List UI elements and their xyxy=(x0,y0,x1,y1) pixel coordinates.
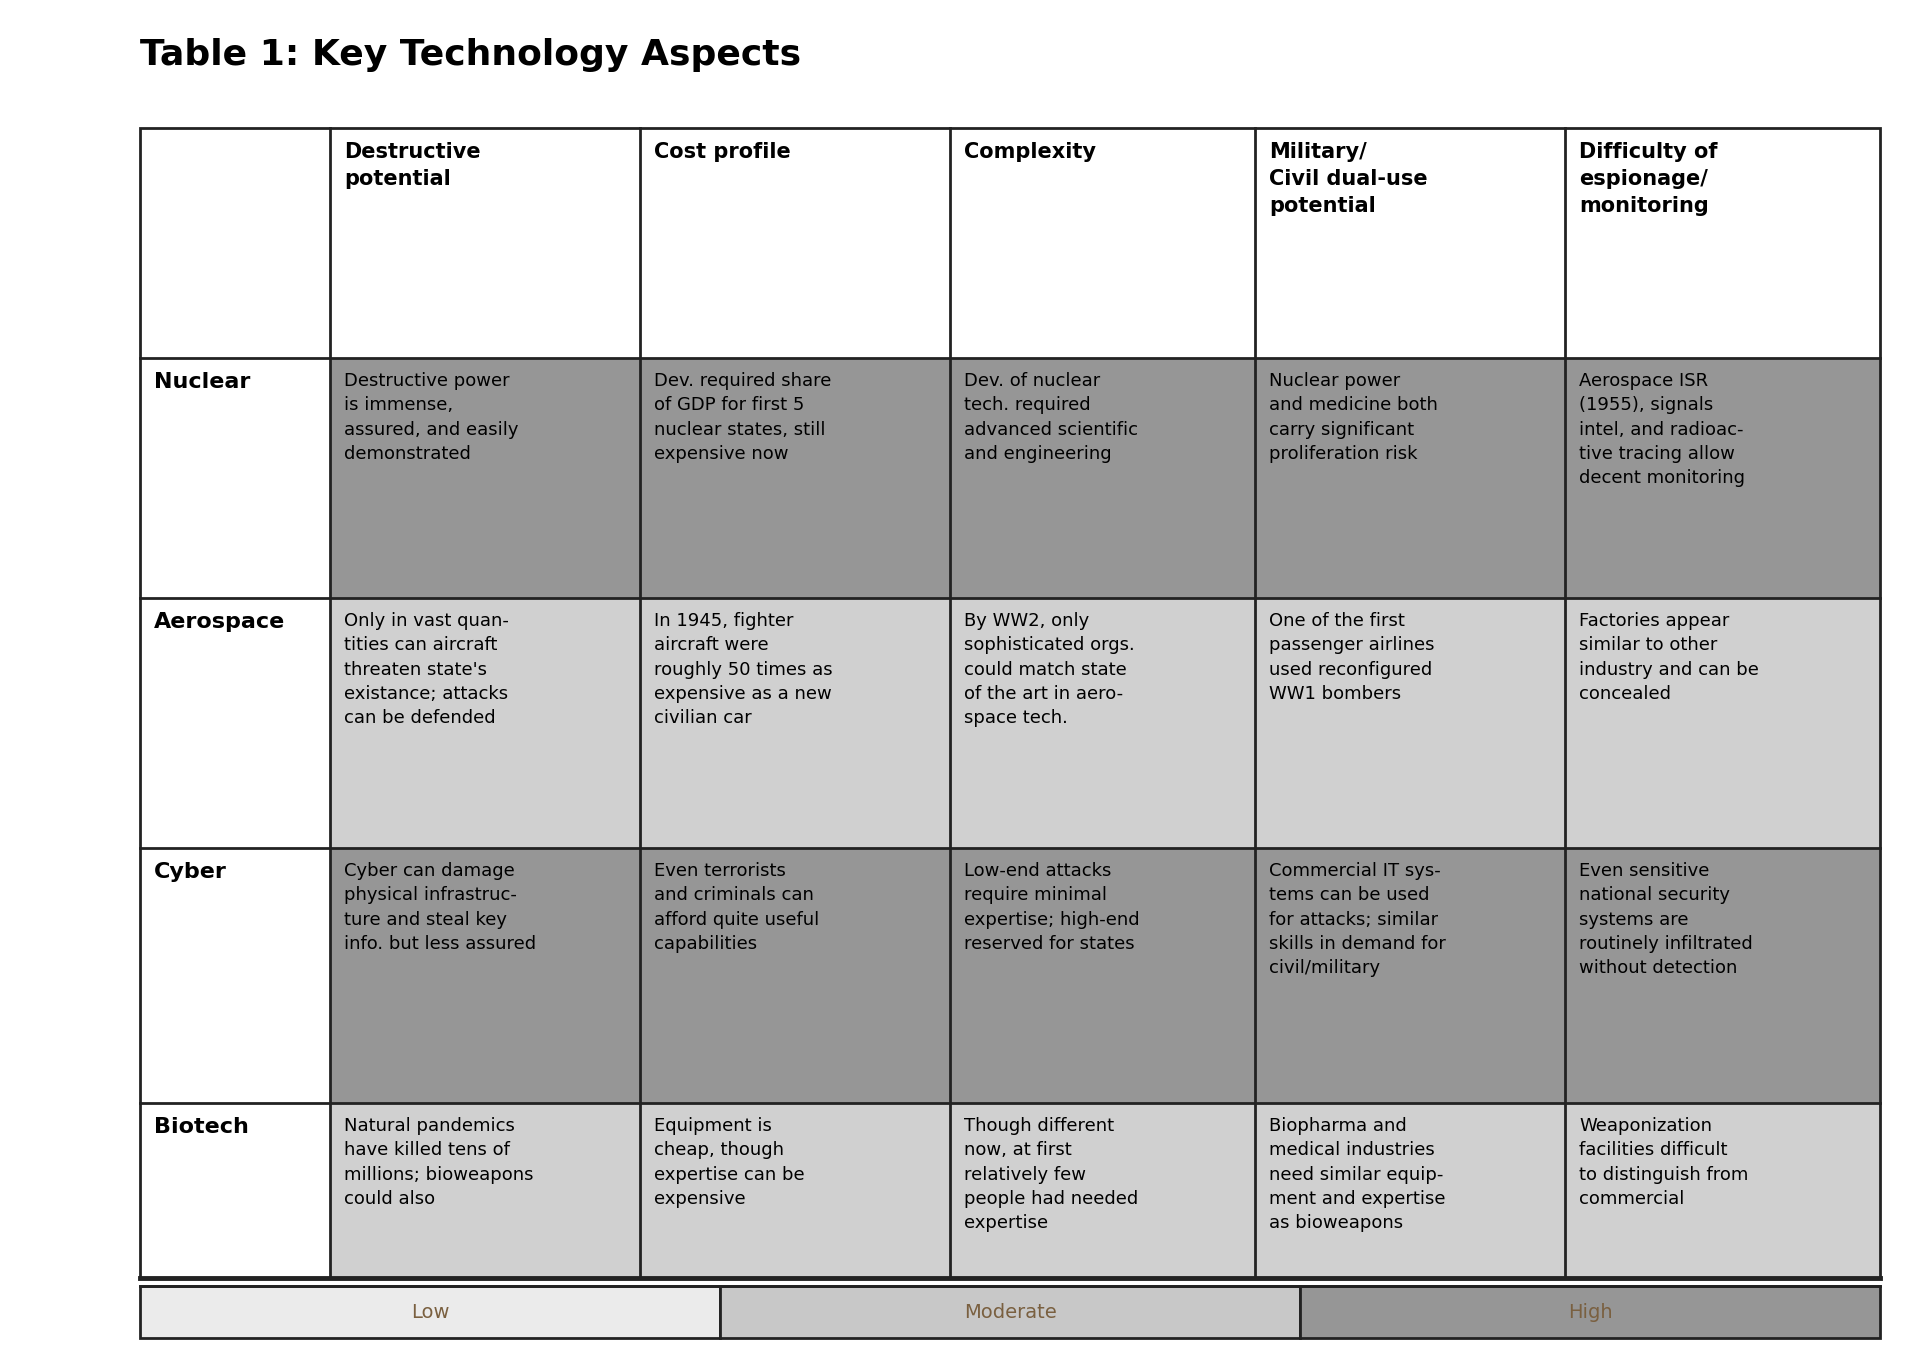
Bar xyxy=(329,598,639,847)
Bar xyxy=(329,1103,639,1278)
Text: Low-end attacks
require minimal
expertise; high-end
reserved for states: Low-end attacks require minimal expertis… xyxy=(965,862,1139,953)
Text: Though different
now, at first
relatively few
people had needed
expertise: Though different now, at first relativel… xyxy=(965,1118,1139,1232)
Text: Equipment is
cheap, though
expertise can be
expensive: Equipment is cheap, though expertise can… xyxy=(655,1118,804,1207)
Text: In 1945, fighter
aircraft were
roughly 50 times as
expensive as a new
civilian c: In 1945, fighter aircraft were roughly 5… xyxy=(655,612,833,727)
Bar xyxy=(1256,1103,1566,1278)
Text: Natural pandemics
have killed tens of
millions; bioweapons
could also: Natural pandemics have killed tens of mi… xyxy=(345,1118,534,1207)
Bar xyxy=(140,1103,329,1278)
Text: Commercial IT sys-
tems can be used
for attacks; similar
skills in demand for
ci: Commercial IT sys- tems can be used for … xyxy=(1269,862,1445,978)
Bar xyxy=(639,1103,949,1278)
Bar xyxy=(140,128,1880,1278)
Text: Destructive
potential: Destructive potential xyxy=(345,143,480,189)
Bar xyxy=(140,1286,720,1338)
Text: Dev. of nuclear
tech. required
advanced scientific
and engineering: Dev. of nuclear tech. required advanced … xyxy=(965,372,1139,463)
Text: Even terrorists
and criminals can
afford quite useful
capabilities: Even terrorists and criminals can afford… xyxy=(655,862,819,953)
Bar xyxy=(1566,847,1880,1103)
Text: Dev. required share
of GDP for first 5
nuclear states, still
expensive now: Dev. required share of GDP for first 5 n… xyxy=(655,372,831,463)
Bar xyxy=(140,359,329,598)
Text: By WW2, only
sophisticated orgs.
could match state
of the art in aero-
space tec: By WW2, only sophisticated orgs. could m… xyxy=(965,612,1135,727)
Bar xyxy=(720,1286,1300,1338)
Text: Moderate: Moderate xyxy=(963,1302,1057,1321)
Text: Nuclear power
and medicine both
carry significant
proliferation risk: Nuclear power and medicine both carry si… xyxy=(1269,372,1437,463)
Text: Cost profile: Cost profile xyxy=(655,143,790,162)
Text: Destructive power
is immense,
assured, and easily
demonstrated: Destructive power is immense, assured, a… xyxy=(345,372,519,463)
Bar xyxy=(140,128,1880,359)
Bar xyxy=(1256,847,1566,1103)
Bar xyxy=(949,598,1256,847)
Text: Even sensitive
national security
systems are
routinely infiltrated
without detec: Even sensitive national security systems… xyxy=(1579,862,1753,978)
Text: Complexity: Complexity xyxy=(965,143,1097,162)
Bar xyxy=(1566,598,1880,847)
Text: Only in vast quan-
tities can aircraft
threaten state's
existance; attacks
can b: Only in vast quan- tities can aircraft t… xyxy=(345,612,509,727)
Bar xyxy=(1256,359,1566,598)
Bar xyxy=(1566,359,1880,598)
Text: Weaponization
facilities difficult
to distinguish from
commercial: Weaponization facilities difficult to di… xyxy=(1579,1118,1747,1207)
Text: Biotech: Biotech xyxy=(153,1118,249,1137)
Text: Aerospace: Aerospace xyxy=(153,612,285,631)
Bar xyxy=(949,847,1256,1103)
Text: Table 1: Key Technology Aspects: Table 1: Key Technology Aspects xyxy=(140,38,802,72)
Bar xyxy=(639,598,949,847)
Text: High: High xyxy=(1568,1302,1612,1321)
Bar xyxy=(949,1103,1256,1278)
Bar xyxy=(1566,1103,1880,1278)
Bar xyxy=(639,359,949,598)
Bar xyxy=(329,847,639,1103)
Text: Cyber can damage
physical infrastruc-
ture and steal key
info. but less assured: Cyber can damage physical infrastruc- tu… xyxy=(345,862,536,953)
Bar xyxy=(140,598,329,847)
Text: Factories appear
similar to other
industry and can be
concealed: Factories appear similar to other indust… xyxy=(1579,612,1759,703)
Bar xyxy=(329,359,639,598)
Text: Military/
Civil dual-use
potential: Military/ Civil dual-use potential xyxy=(1269,143,1428,216)
Bar xyxy=(1300,1286,1880,1338)
Text: Nuclear: Nuclear xyxy=(153,372,251,392)
Bar xyxy=(639,847,949,1103)
Bar xyxy=(949,359,1256,598)
Bar xyxy=(140,847,329,1103)
Text: Cyber: Cyber xyxy=(153,862,228,881)
Text: Low: Low xyxy=(412,1302,450,1321)
Bar xyxy=(1256,598,1566,847)
Text: One of the first
passenger airlines
used reconfigured
WW1 bombers: One of the first passenger airlines used… xyxy=(1269,612,1434,703)
Text: Biopharma and
medical industries
need similar equip-
ment and expertise
as biowe: Biopharma and medical industries need si… xyxy=(1269,1118,1445,1232)
Text: Aerospace ISR
(1955), signals
intel, and radioac-
tive tracing allow
decent moni: Aerospace ISR (1955), signals intel, and… xyxy=(1579,372,1746,488)
Text: Difficulty of
espionage/
monitoring: Difficulty of espionage/ monitoring xyxy=(1579,143,1717,216)
